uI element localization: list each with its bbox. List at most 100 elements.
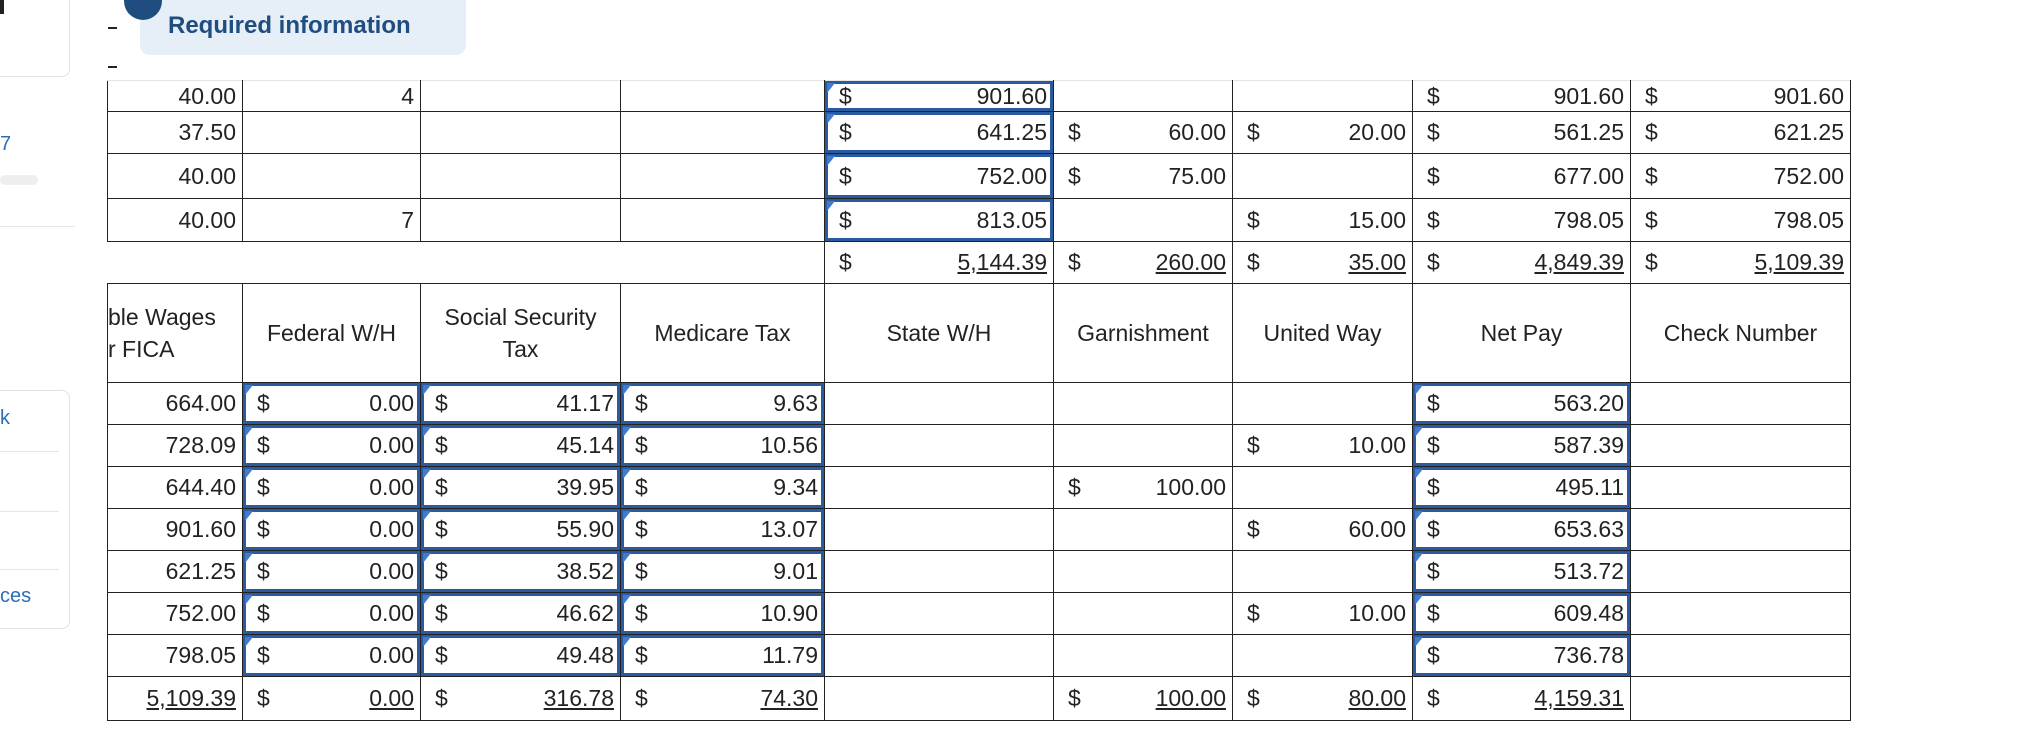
table-cell[interactable]: $10.90	[620, 592, 825, 635]
table-cell[interactable]: $9.34	[620, 466, 825, 509]
table-cell[interactable]: $495.11	[1412, 466, 1631, 509]
table-cell[interactable]: $0.00	[242, 634, 421, 677]
currency-cell: $46.62	[422, 600, 620, 627]
amount: 49.48	[556, 642, 614, 668]
table-cell: $0.00	[242, 676, 421, 721]
table-cell[interactable]: $45.14	[420, 424, 621, 467]
table-cell[interactable]: $38.52	[420, 550, 621, 593]
table-cell[interactable]: $9.01	[620, 550, 825, 593]
sidebar-link[interactable]: ces	[0, 585, 32, 607]
table-cell[interactable]: $0.00	[242, 592, 421, 635]
table-cell[interactable]: $641.25	[824, 111, 1054, 154]
table-cell	[1232, 634, 1413, 677]
amount: 80.00	[1348, 685, 1406, 711]
table-row: 37.50 $641.25 $60.00 $20.00 $561.25 $621.25	[107, 111, 1851, 154]
table-cell: 4	[242, 80, 421, 112]
amount: 60.00	[1348, 516, 1406, 542]
currency-symbol: $	[257, 642, 270, 668]
amount: 0.00	[369, 642, 414, 668]
currency-cell: $677.00	[1414, 162, 1630, 190]
currency-symbol: $	[1247, 516, 1260, 542]
amount: 641.25	[976, 119, 1047, 145]
table-cell[interactable]: $587.39	[1412, 424, 1631, 467]
table-cell[interactable]: $11.79	[620, 634, 825, 677]
table-cell: 40.00	[107, 80, 243, 112]
table-cell[interactable]: $9.63	[620, 382, 825, 425]
amount: 60.00	[1168, 119, 1226, 145]
table-cell[interactable]: $901.60	[824, 80, 1054, 112]
table-cell	[1232, 80, 1413, 112]
table-cell	[824, 424, 1054, 467]
amount: 653.63	[1553, 516, 1624, 542]
amount: 9.34	[773, 474, 818, 500]
currency-cell: $0.00	[244, 390, 420, 417]
banner-title: Required information	[168, 12, 411, 39]
table-cell	[1053, 550, 1233, 593]
table-cell[interactable]: $13.07	[620, 508, 825, 551]
table-cell: $35.00	[1232, 241, 1413, 284]
table-cell[interactable]: $0.00	[242, 508, 421, 551]
table-cell[interactable]: $0.00	[242, 550, 421, 593]
table-cell: 752.00	[107, 592, 243, 635]
table-cell	[824, 634, 1054, 677]
table-row: 40.00 $752.00 $75.00 $677.00 $752.00	[107, 153, 1851, 199]
currency-cell: $100.00	[1055, 474, 1232, 501]
table-cell	[107, 241, 243, 284]
table-cell[interactable]: $513.72	[1412, 550, 1631, 593]
table-cell	[242, 241, 421, 284]
table-cell: $798.05	[1412, 198, 1631, 242]
table-cell: $4,159.31	[1412, 676, 1631, 721]
table-cell: 7	[242, 198, 421, 242]
currency-cell: $100.00	[1055, 685, 1232, 712]
currency-symbol: $	[1068, 685, 1081, 711]
currency-cell: $901.60	[1632, 83, 1850, 110]
column-header: Garnishment	[1053, 283, 1233, 383]
currency-symbol: $	[1427, 390, 1440, 416]
currency-symbol: $	[1247, 249, 1260, 275]
currency-symbol: $	[839, 119, 852, 145]
table-cell	[1630, 550, 1851, 593]
table-cell[interactable]: $752.00	[824, 153, 1054, 199]
currency-cell: $13.07	[622, 516, 824, 543]
table-row: 901.60 $0.00 $55.90 $13.07 $60.00 $653.63	[107, 508, 1851, 551]
sidebar-link[interactable]: k	[0, 407, 10, 429]
amount: 9.01	[773, 558, 818, 584]
table-cell: 621.25	[107, 550, 243, 593]
table-cell[interactable]: $0.00	[242, 424, 421, 467]
currency-cell: $798.05	[1414, 206, 1630, 234]
table-row: 644.40 $0.00 $39.95 $9.34 $100.00 $495.11	[107, 466, 1851, 509]
table-cell[interactable]: $609.48	[1412, 592, 1631, 635]
table-cell	[1053, 634, 1233, 677]
amount: 0.00	[369, 390, 414, 416]
table-cell[interactable]: $49.48	[420, 634, 621, 677]
table-cell: 40.00	[107, 153, 243, 199]
amount: 798.05	[1553, 206, 1624, 233]
currency-symbol: $	[1427, 474, 1440, 500]
header-row: ble Wages r FICA Federal W/H Social Securi…	[107, 283, 1851, 383]
table-cell[interactable]: $0.00	[242, 382, 421, 425]
table-cell[interactable]: $41.17	[420, 382, 621, 425]
currency-cell: $41.17	[422, 390, 620, 417]
table-cell: $901.60	[1412, 80, 1631, 112]
table-cell[interactable]: $55.90	[420, 508, 621, 551]
currency-cell: $813.05	[826, 207, 1053, 234]
amount: 677.00	[1553, 162, 1624, 189]
amount: 798.05	[1773, 206, 1844, 233]
table-cell[interactable]: $10.56	[620, 424, 825, 467]
sidebar-link[interactable]: 7	[0, 133, 12, 155]
table-cell[interactable]: $736.78	[1412, 634, 1631, 677]
currency-cell: $9.63	[622, 390, 824, 417]
table-cell[interactable]: $653.63	[1412, 508, 1631, 551]
table-cell: 728.09	[107, 424, 243, 467]
cell-value: 664.00	[165, 390, 236, 416]
table-cell[interactable]: $39.95	[420, 466, 621, 509]
table-cell: 664.00	[107, 382, 243, 425]
table-cell[interactable]: $563.20	[1412, 382, 1631, 425]
table-cell[interactable]: $813.05	[824, 198, 1054, 242]
sidebar-card	[0, 0, 70, 77]
currency-cell: $4,159.31	[1414, 685, 1630, 712]
currency-cell: $49.48	[422, 642, 620, 669]
amount: 38.52	[556, 558, 614, 584]
table-cell[interactable]: $46.62	[420, 592, 621, 635]
table-cell[interactable]: $0.00	[242, 466, 421, 509]
